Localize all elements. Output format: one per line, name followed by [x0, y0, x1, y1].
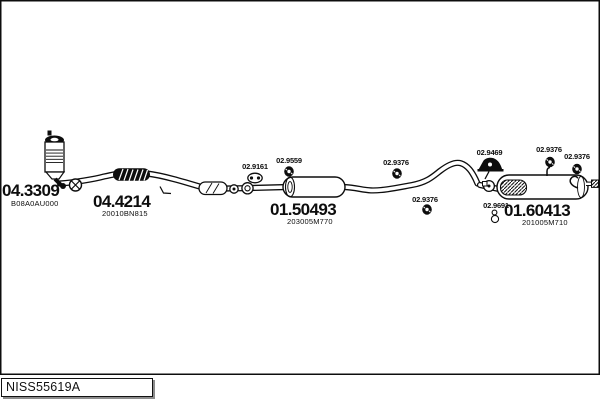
front-pipe-resonator [198, 181, 228, 196]
mounting-bracket-icon [477, 157, 504, 180]
rear-muffler-drawing [482, 166, 599, 200]
pipe-hook-bracket [159, 186, 172, 195]
drawing-border [0, 0, 600, 375]
part-ref-centre-muffler: 203005M770 [287, 217, 333, 226]
front-hanger-icon [247, 172, 263, 184]
joint-bolt [482, 181, 488, 187]
part-code-front-pipe: 04.4214 [93, 192, 151, 211]
gasket-ring [68, 178, 83, 192]
part-code-rubber-mount: 02.9376 [383, 158, 409, 167]
part-code-rubber-mount: 02.9376 [412, 195, 438, 204]
rubber-mount-icon [544, 156, 556, 168]
spring-bolt-flange [229, 182, 254, 195]
part-code-centre-muffler: 01.50493 [270, 200, 336, 219]
part-code-rubber-mount: 02.9376 [536, 145, 562, 154]
part-ref-rear-muffler: 201005M710 [522, 218, 568, 227]
drawing-code-field: NISS55619A [1, 378, 153, 397]
clamp-icon [490, 209, 500, 224]
part-code-front-hanger: 02.9161 [242, 162, 268, 171]
rubber-mount-icon [391, 167, 403, 180]
tailpipe-tip [591, 179, 599, 188]
hanger-rod-left [546, 166, 551, 176]
part-code-bracket: 02.9469 [477, 148, 503, 157]
part-ref-catalytic-converter: B08A0AU000 [11, 199, 58, 208]
rubber-mount-icon [571, 163, 583, 175]
rubber-mount-icon [421, 203, 433, 216]
part-code-rubber-mount: 02.9376 [564, 152, 590, 161]
part-code-clamp: 02.9691 [483, 201, 509, 210]
exhaust-system-diagram: 02.9161 02.9559 02.9376 02.9376 02.9469 … [0, 0, 600, 375]
muffler-inlet-pipe [499, 179, 528, 196]
hanger-rod-right [569, 175, 579, 189]
part-code-ring-seal: 02.9559 [276, 156, 302, 165]
ring-seal-icon [283, 165, 295, 178]
catalytic-converter-drawing [44, 130, 83, 192]
part-code-rear-muffler: 01.60413 [504, 201, 570, 220]
part-ref-front-pipe: 20010BN815 [102, 209, 148, 218]
centre-muffler-drawing [282, 176, 346, 198]
flex-pipe-section [113, 168, 150, 182]
part-code-catalytic-converter: 04.3309 [2, 181, 59, 200]
